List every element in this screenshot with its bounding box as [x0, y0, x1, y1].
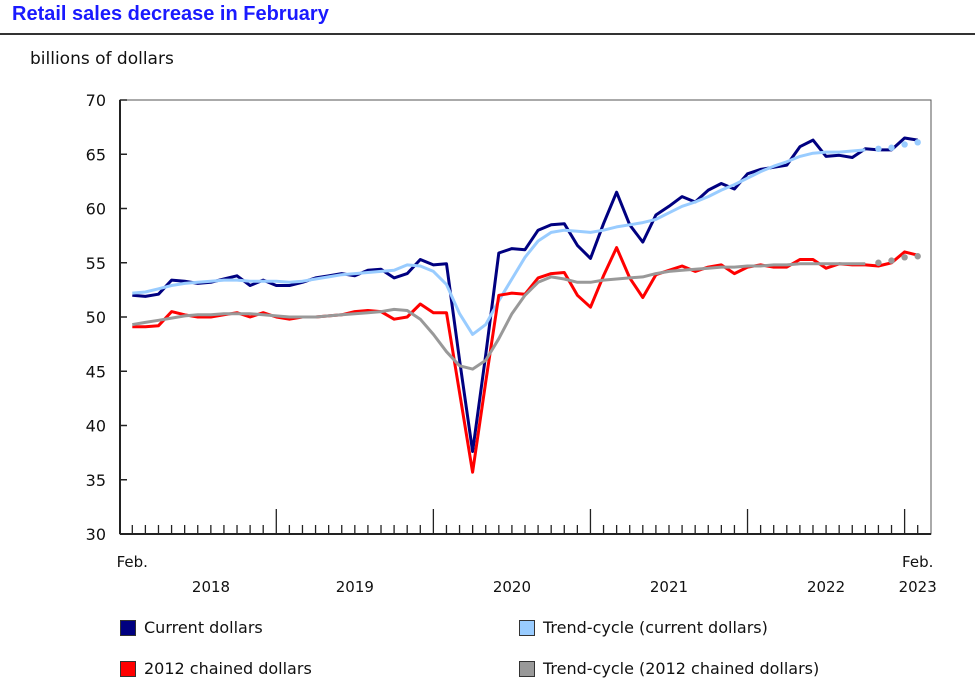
legend-item-trend-current: Trend-cycle (current dollars)	[519, 618, 768, 637]
y-axis-label: billions of dollars	[30, 49, 174, 69]
legend-item-trend-chained: Trend-cycle (2012 chained dollars)	[519, 659, 819, 678]
preliminary-point	[901, 254, 908, 261]
y-tick-label: 70	[86, 91, 106, 110]
x-year-label: 2020	[493, 578, 531, 596]
x-year-label: 2022	[807, 578, 845, 596]
preliminary-point	[914, 253, 921, 260]
chart-title: Retail sales decrease in February	[12, 3, 329, 25]
legend-label: Current dollars	[144, 618, 263, 637]
legend-swatch	[120, 660, 136, 677]
y-tick-label: 45	[86, 362, 106, 381]
x-first-label: Feb.	[117, 553, 148, 571]
y-tick-label: 55	[86, 254, 106, 273]
y-tick-label: 60	[86, 200, 106, 219]
preliminary-point	[875, 259, 882, 266]
series-line	[132, 148, 866, 336]
preliminary-point	[914, 139, 921, 146]
y-tick-label: 30	[86, 525, 106, 544]
preliminary-point	[888, 257, 895, 264]
title-rule	[0, 33, 975, 35]
series-line	[132, 262, 866, 371]
preliminary-point	[888, 144, 895, 151]
legend-label: Trend-cycle (2012 chained dollars)	[543, 659, 820, 678]
legend-item-current: Current dollars	[120, 618, 263, 637]
x-last-label: Feb.	[902, 553, 933, 571]
x-year-label: 2021	[650, 578, 688, 596]
legend-swatch	[519, 660, 535, 677]
x-year-label: 2023	[899, 578, 937, 596]
y-tick-label: 50	[86, 308, 106, 327]
plot-frame	[119, 99, 932, 535]
legend-label: Trend-cycle (current dollars)	[543, 618, 768, 637]
x-year-label: 2019	[336, 578, 374, 596]
preliminary-point	[875, 145, 882, 153]
y-tick-label: 35	[86, 471, 106, 490]
y-tick-label: 65	[86, 145, 106, 164]
legend-item-chained: 2012 chained dollars	[120, 659, 312, 678]
legend-swatch	[120, 619, 136, 636]
legend-swatch	[519, 619, 535, 636]
x-year-label: 2018	[192, 578, 230, 596]
preliminary-point	[901, 141, 908, 148]
y-tick-label: 40	[86, 417, 106, 436]
legend-label: 2012 chained dollars	[144, 659, 312, 678]
